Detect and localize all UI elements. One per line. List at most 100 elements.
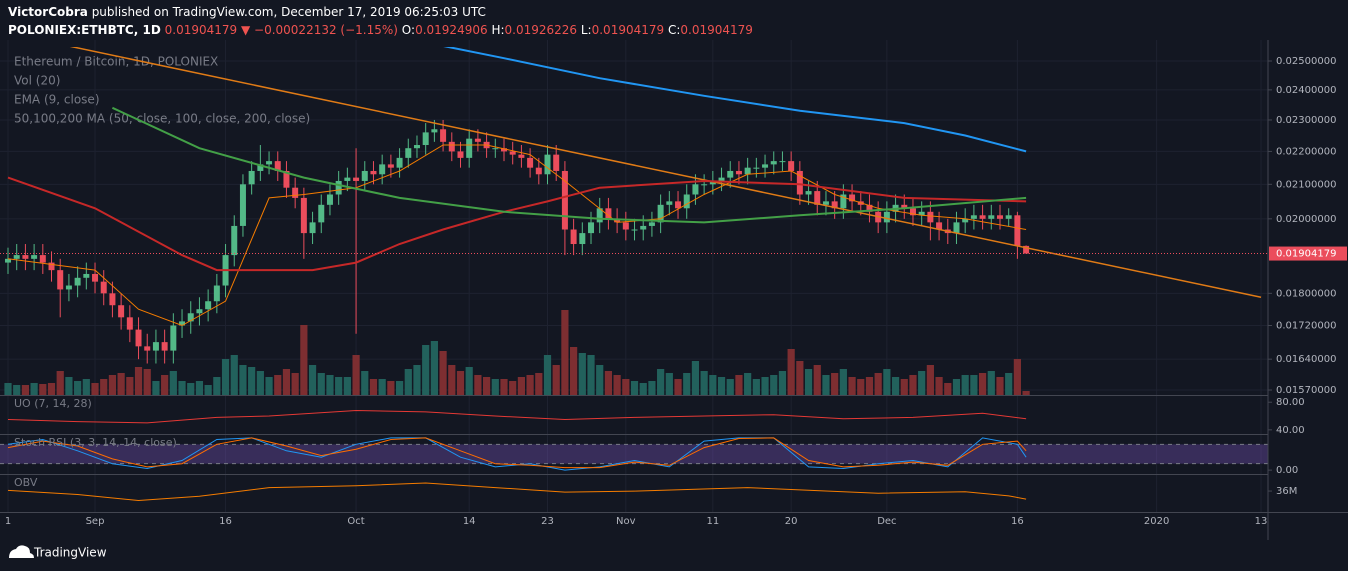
candle-body bbox=[152, 342, 159, 351]
volume-bar bbox=[230, 355, 238, 395]
volume-bar bbox=[161, 375, 169, 395]
volume-bar bbox=[108, 375, 117, 395]
line bbox=[111, 106, 1027, 224]
candle-body bbox=[640, 225, 647, 230]
candle-body bbox=[466, 138, 473, 158]
candle-body bbox=[561, 170, 568, 230]
candle-body bbox=[431, 129, 438, 133]
volume-bar bbox=[744, 373, 752, 395]
candle-body bbox=[796, 170, 803, 195]
candle-body bbox=[92, 273, 99, 282]
volume-bar bbox=[848, 377, 856, 395]
candle-body bbox=[144, 346, 151, 351]
volume-bar bbox=[343, 377, 351, 395]
volume-bar bbox=[1013, 359, 1021, 395]
candle-body bbox=[126, 317, 133, 330]
volume-bar bbox=[543, 355, 552, 395]
volume-bar bbox=[361, 371, 369, 395]
candle-body bbox=[1005, 215, 1012, 219]
line bbox=[7, 437, 1027, 471]
volume-bar bbox=[535, 373, 543, 395]
volume-bar bbox=[422, 345, 430, 395]
volume-bar bbox=[831, 373, 839, 395]
band bbox=[0, 444, 1268, 464]
candle-body bbox=[770, 161, 777, 165]
volume-bar bbox=[509, 381, 517, 395]
volume-bar bbox=[317, 373, 325, 395]
candle-body bbox=[353, 177, 360, 181]
candle-body bbox=[996, 215, 1003, 219]
legend-entry: Ethereum / Bitcoin, 1D, POLONIEX bbox=[14, 55, 218, 69]
candle-body bbox=[527, 157, 534, 168]
candle-body bbox=[622, 222, 629, 230]
candle-body bbox=[840, 194, 847, 209]
candle-body bbox=[1023, 245, 1030, 254]
volume-bar bbox=[952, 379, 961, 395]
volume-bar bbox=[474, 375, 482, 395]
volume-bar bbox=[674, 379, 682, 395]
candle-body bbox=[822, 201, 829, 205]
change: ▼ −0.00022132 (−1.15%) bbox=[240, 23, 398, 37]
candle-body bbox=[135, 329, 142, 347]
volume-bar bbox=[735, 375, 743, 395]
volume-bar bbox=[369, 379, 378, 395]
candle-body bbox=[692, 184, 699, 195]
candle-body bbox=[762, 164, 769, 168]
volume-bar bbox=[526, 375, 534, 395]
last: 0.01904179 bbox=[164, 23, 238, 37]
x-tick-label: Dec bbox=[877, 516, 896, 527]
volume-bar bbox=[987, 371, 995, 395]
candle-body bbox=[988, 215, 995, 219]
candle-body bbox=[283, 170, 290, 188]
candle-body bbox=[588, 222, 595, 234]
candle-body bbox=[422, 132, 429, 146]
y-tick-label: 36M bbox=[1276, 486, 1297, 497]
line bbox=[7, 176, 1027, 272]
candle-body bbox=[196, 309, 203, 314]
y-tick-label: 0.02100000 bbox=[1276, 179, 1336, 190]
volume-bar bbox=[596, 365, 604, 395]
candle-body bbox=[370, 170, 377, 175]
x-tick-label: 20 bbox=[785, 516, 798, 527]
c-label: C: bbox=[667, 23, 681, 37]
volume-bar bbox=[378, 379, 386, 395]
y-tick-label: 0.02500000 bbox=[1276, 56, 1336, 67]
candle-body bbox=[257, 164, 264, 171]
volume-bar bbox=[570, 347, 578, 395]
volume-bar bbox=[857, 379, 865, 395]
candle-body bbox=[57, 270, 64, 290]
volume-bar bbox=[778, 371, 787, 395]
candle-body bbox=[831, 201, 838, 209]
volume-bar bbox=[74, 381, 82, 395]
volume-bar bbox=[891, 377, 900, 395]
candle-body bbox=[753, 167, 760, 169]
volume-bar bbox=[404, 369, 412, 395]
candle-body bbox=[683, 194, 690, 209]
volume-bar bbox=[204, 385, 212, 395]
volume-bar bbox=[274, 375, 282, 395]
volume-bar bbox=[665, 373, 673, 395]
candle-body bbox=[205, 301, 212, 310]
volume-bar bbox=[291, 373, 299, 395]
volume-bar bbox=[909, 375, 917, 395]
stoch-pane: Stoch RSI (3, 3, 14, 14, close) bbox=[0, 436, 1268, 471]
candle-body bbox=[83, 273, 90, 278]
volume-bar bbox=[239, 365, 247, 395]
candle-body bbox=[666, 201, 673, 205]
volume-bar bbox=[387, 381, 395, 395]
volume-bar bbox=[752, 379, 760, 395]
candle-body bbox=[596, 208, 603, 223]
candle-body bbox=[13, 255, 20, 259]
volume-bar bbox=[926, 365, 934, 395]
volume-bar bbox=[30, 383, 38, 395]
legend-entry: 50,100,200 MA (50, close, 100, close, 20… bbox=[14, 112, 310, 126]
candle-body bbox=[22, 255, 29, 259]
volume-bar bbox=[300, 325, 308, 395]
logo bbox=[9, 545, 34, 558]
candle-body bbox=[335, 180, 342, 195]
volume-bar bbox=[500, 379, 508, 395]
volume-bar bbox=[874, 373, 882, 395]
candle-body bbox=[579, 233, 586, 245]
volume-bar bbox=[100, 379, 108, 395]
